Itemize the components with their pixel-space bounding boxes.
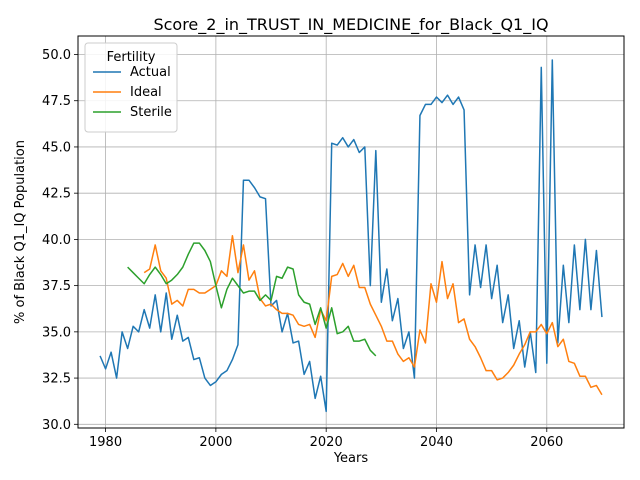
axis-ticks: 1980 2000 2020 2040 2060 30.0 32.5 35.0 37.5 40.0…: [42, 48, 563, 450]
series-line-ideal: [143, 234, 603, 396]
y-tick-label: 45.0: [42, 140, 71, 155]
y-tick-label: 30.0: [42, 418, 71, 433]
x-tick-label: 1980: [89, 435, 122, 450]
legend-entries: Actual Ideal Sterile: [93, 65, 172, 120]
y-tick-label: 47.5: [42, 94, 71, 109]
x-tick-label: 2060: [530, 435, 563, 450]
grid: [78, 36, 624, 428]
x-tick-label: 2000: [199, 435, 232, 450]
series-lines: [99, 59, 603, 413]
x-tick-label: 2020: [310, 435, 343, 450]
y-tick-label: 50.0: [42, 48, 71, 63]
y-tick-label: 42.5: [42, 187, 71, 202]
series-line-sterile: [127, 242, 377, 357]
y-tick-label: 37.5: [42, 279, 71, 294]
legend-label-ideal: Ideal: [130, 85, 162, 100]
y-tick-label: 32.5: [42, 372, 71, 387]
x-axis-label: Years: [333, 451, 369, 466]
legend-label-actual: Actual: [130, 65, 171, 80]
y-tick-label: 40.0: [42, 233, 71, 248]
x-tick-label: 2040: [420, 435, 453, 450]
y-axis-label: % of Black Q1_IQ Population: [13, 140, 28, 324]
legend-box: [84, 42, 178, 133]
series-line-actual: [99, 59, 603, 413]
chart-title: Score_2_in_TRUST_IN_MEDICINE_for_Black_Q…: [153, 15, 548, 35]
legend-title: Fertility: [107, 50, 156, 65]
y-tick-label: 35.0: [42, 325, 71, 340]
legend: Fertility Actual Ideal Sterile: [84, 42, 178, 133]
plot-frame: [77, 35, 625, 429]
legend-label-sterile: Sterile: [130, 105, 172, 120]
